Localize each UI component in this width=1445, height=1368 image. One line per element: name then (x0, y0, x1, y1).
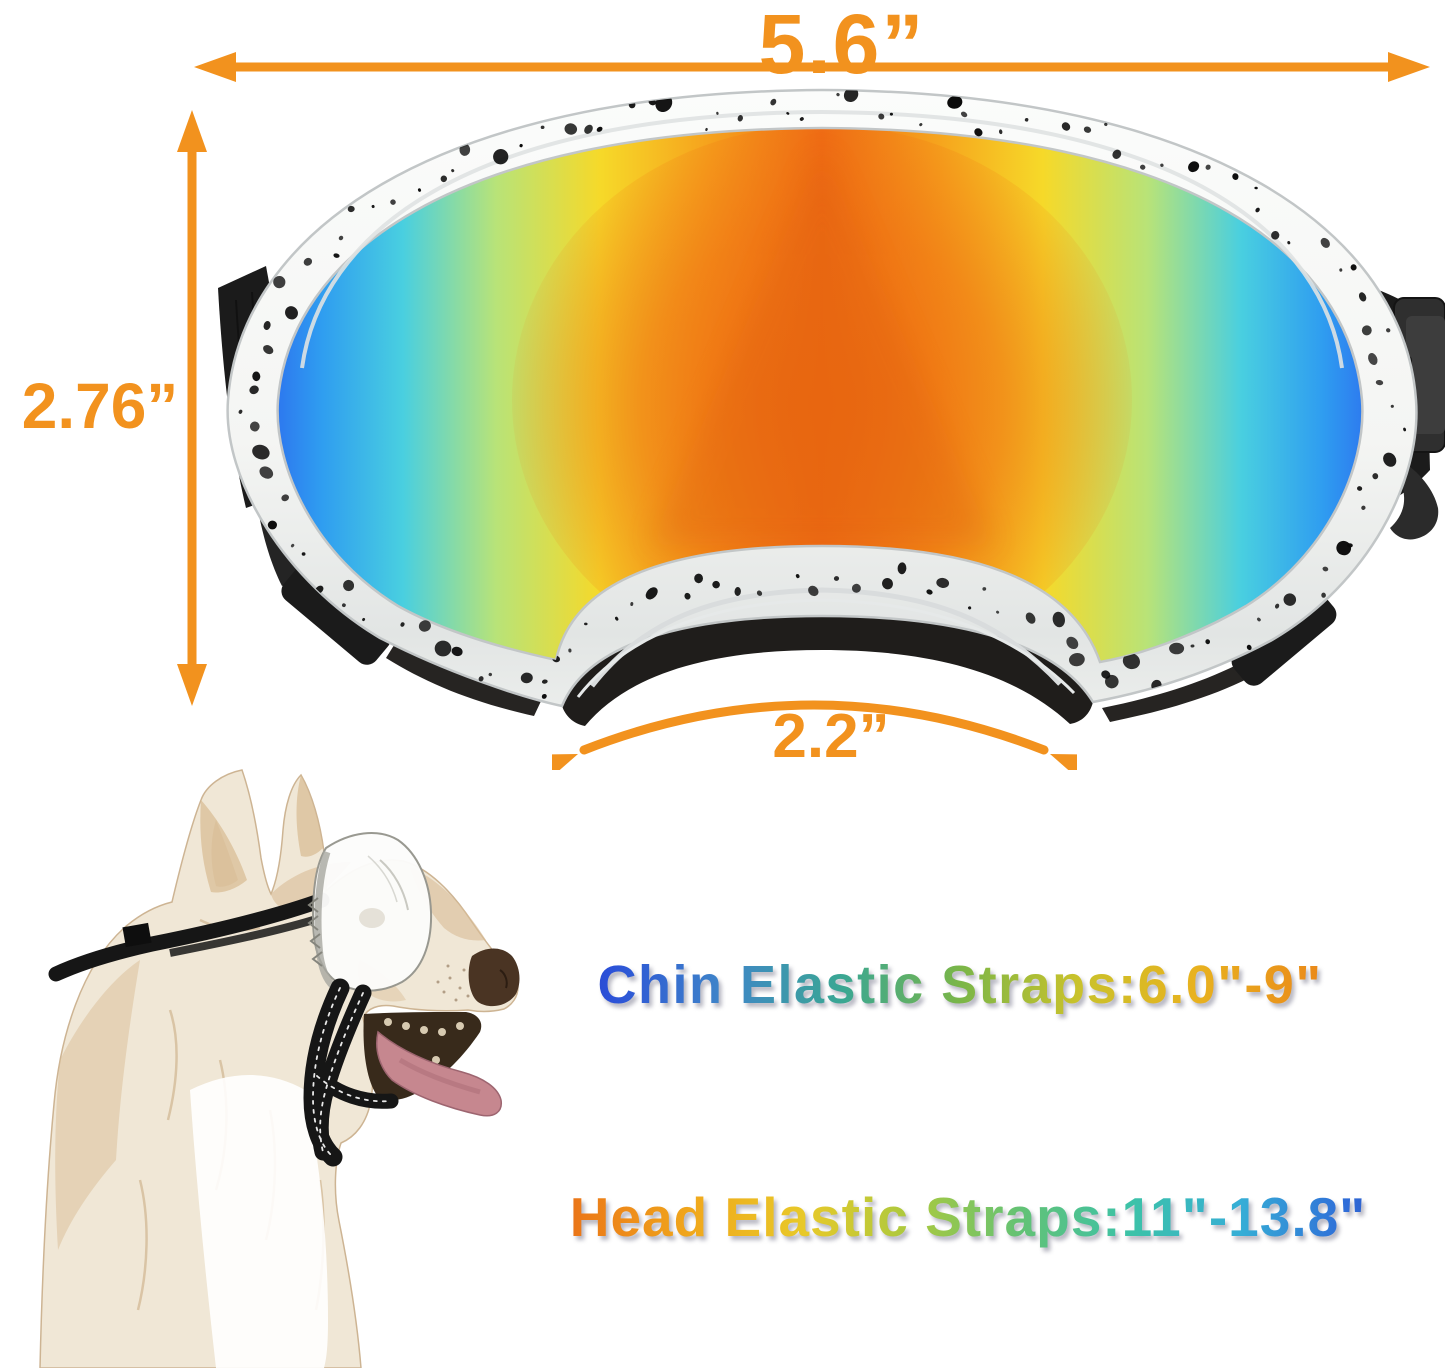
arrow-left-icon (194, 52, 236, 82)
arrow-up-icon (177, 110, 207, 152)
goggle-foam-padding (562, 616, 1093, 726)
frame-speckles (238, 90, 1407, 699)
dog-sketch (39, 769, 520, 1368)
dog-muzzle-stipple (436, 964, 470, 1002)
width-dimension-label: 5.6” (758, 0, 926, 91)
bridge-arc-arrow (552, 700, 1077, 770)
dog-goggle-vents (307, 897, 323, 967)
head-straps-text: Head Elastic Straps:11"-13.8" (478, 1186, 1445, 1249)
dog-chin-straps (303, 978, 399, 1167)
dog-goggle (307, 832, 433, 992)
dog-head-strap (48, 892, 330, 982)
dog-eye (359, 908, 385, 928)
goggle-foam-right (1102, 650, 1274, 722)
arrow-right-down-icon (1050, 754, 1077, 770)
dog-nostril (499, 969, 508, 989)
arrow-left-down-icon (552, 754, 578, 770)
goggle-lens (277, 128, 1363, 662)
dog-chest (190, 1075, 328, 1368)
goggle-strap-tab-left (281, 565, 391, 665)
height-arrow (177, 110, 207, 706)
width-arrow (194, 52, 1430, 82)
chin-straps-text: Chin Elastic Straps:6.0"-9" (490, 954, 1430, 1016)
arrow-down-icon (177, 664, 207, 706)
dog-goggles-illustration (218, 88, 1445, 726)
bridge-dimension-label: 2.2” (772, 702, 890, 771)
dog-tongue-shade (398, 1057, 481, 1095)
arrow-right-icon (1388, 52, 1430, 82)
goggle-frame (226, 88, 1418, 708)
dog-tongue (376, 1030, 502, 1117)
height-dimension-label: 2.76” (21, 370, 179, 442)
goggle-frame-ridges (300, 109, 1344, 698)
dog-nose (468, 948, 520, 1007)
